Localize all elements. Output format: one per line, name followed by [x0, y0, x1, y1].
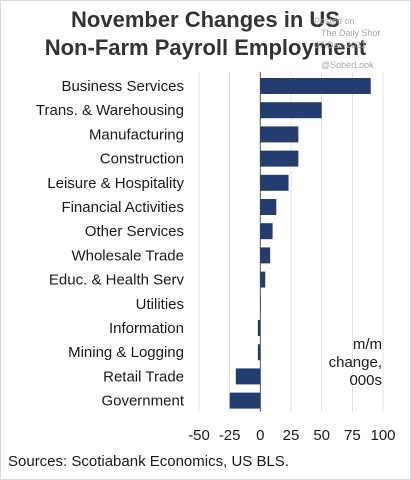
bar-layer: [229, 78, 371, 409]
category-label: Wholesale Trade: [71, 247, 184, 264]
bar: [257, 320, 261, 336]
bar: [260, 174, 289, 191]
category-label: Government: [101, 393, 184, 410]
category-label: Construction: [100, 151, 184, 168]
category-label: Manufacturing: [89, 126, 184, 143]
tick-label-layer: -50 -25 0 25 50 75 100: [188, 427, 395, 444]
category-label: Educ. & Health Serv: [49, 272, 185, 289]
category-label: Mining & Logging: [68, 344, 184, 361]
category-label: Information: [109, 320, 184, 337]
grid-layer: [198, 72, 384, 412]
category-label: Leisure & Hospitality: [47, 175, 184, 192]
category-label-layer: Business Services Trans. & Warehousing Man…: [36, 78, 185, 410]
bar: [260, 295, 261, 312]
watermark-line-4: @SoberLook: [321, 60, 374, 70]
category-label: Financial Activities: [61, 199, 184, 216]
category-label: Business Services: [61, 78, 184, 95]
bar: [260, 223, 273, 240]
bar: [260, 247, 271, 264]
bar: [235, 368, 261, 385]
x-tick-label: 50: [313, 427, 330, 444]
x-tick-label: 0: [256, 427, 264, 444]
bar: [260, 199, 277, 215]
bar: [260, 78, 371, 94]
category-label: Retail Trade: [103, 368, 184, 385]
bar: [260, 102, 322, 119]
unit-label-line: 000s: [349, 372, 382, 389]
source-note: Sources: Scotiabank Economics, US BLS.: [8, 453, 289, 470]
unit-label-line: m/m: [353, 336, 382, 353]
bar: [257, 344, 261, 361]
x-tick-label: -50: [188, 427, 210, 444]
title-line-2: Non-Farm Payroll Employment: [44, 35, 367, 60]
category-label: Other Services: [85, 223, 184, 240]
bar: [260, 126, 299, 143]
watermark-line-1: Posted on: [314, 16, 355, 26]
x-tick-label: 100: [370, 427, 395, 444]
x-tick-label: 25: [283, 427, 300, 444]
category-label: Utilities: [136, 296, 184, 313]
bar: [260, 150, 299, 167]
title-line-1: November Changes in US: [71, 7, 340, 32]
bar: [260, 271, 266, 288]
bar: [229, 392, 261, 409]
x-tick-label: -25: [219, 427, 241, 444]
category-label: Trans. & Warehousing: [36, 102, 184, 119]
watermark-line-3: 07-Dec-2021: [314, 40, 367, 50]
chart-title: November Changes in US Non-Farm Payroll …: [0, 6, 411, 62]
watermark-line-2: The Daily Shot: [321, 28, 381, 38]
unit-label-line: change,: [329, 354, 382, 371]
x-tick-label: 75: [344, 427, 361, 444]
